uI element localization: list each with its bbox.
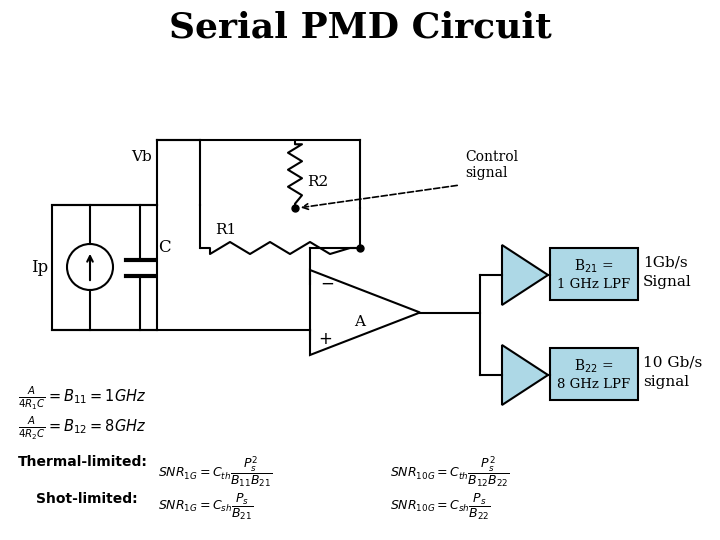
Text: Control
signal: Control signal [465,150,518,180]
Text: 8 GHz LPF: 8 GHz LPF [557,377,631,390]
Text: 1 GHz LPF: 1 GHz LPF [557,278,631,291]
Text: Thermal-limited:: Thermal-limited: [18,455,148,469]
Text: B$_{21}$ =: B$_{21}$ = [574,257,614,275]
Bar [52,205,157,330]
Text: Ip: Ip [31,259,48,275]
Text: 1Gb/s: 1Gb/s [643,255,688,269]
Text: R1: R1 [215,223,236,237]
Text: C: C [158,240,171,256]
Polygon shape [502,345,548,405]
Text: $SNR_{10G} = C_{sh}\dfrac{P_s}{B_{22}}$: $SNR_{10G} = C_{sh}\dfrac{P_s}{B_{22}}$ [390,492,491,522]
Text: $SNR_{10G} = C_{th}\dfrac{P_s^2}{B_{12}B_{22}}$: $SNR_{10G} = C_{th}\dfrac{P_s^2}{B_{12}B… [390,455,510,490]
Text: A: A [354,315,366,329]
Polygon shape [502,245,548,305]
Text: $SNR_{1G} = C_{th}\dfrac{P_s^2}{B_{11}B_{21}}$: $SNR_{1G} = C_{th}\dfrac{P_s^2}{B_{11}B_… [158,455,272,490]
Text: Vb: Vb [132,150,153,164]
Text: signal: signal [643,375,689,389]
Text: −: − [320,275,334,293]
Text: $SNR_{1G} = C_{sh}\dfrac{P_s}{B_{21}}$: $SNR_{1G} = C_{sh}\dfrac{P_s}{B_{21}}$ [158,492,253,522]
Bar [550,248,638,300]
Bar [550,348,638,400]
Text: $\frac{A}{4R_1C} = B_{11} = 1GHz$: $\frac{A}{4R_1C} = B_{11} = 1GHz$ [18,385,146,412]
Text: Shot-limited:: Shot-limited: [36,492,138,506]
Text: 10 Gb/s: 10 Gb/s [643,355,702,369]
Text: R2: R2 [307,175,328,189]
Text: B$_{22}$ =: B$_{22}$ = [574,357,614,375]
Text: Serial PMD Circuit: Serial PMD Circuit [168,11,552,45]
Text: +: + [318,330,332,348]
Text: Signal: Signal [643,275,692,289]
Text: $\frac{A}{4R_2C} = B_{12} = 8GHz$: $\frac{A}{4R_2C} = B_{12} = 8GHz$ [18,415,146,442]
